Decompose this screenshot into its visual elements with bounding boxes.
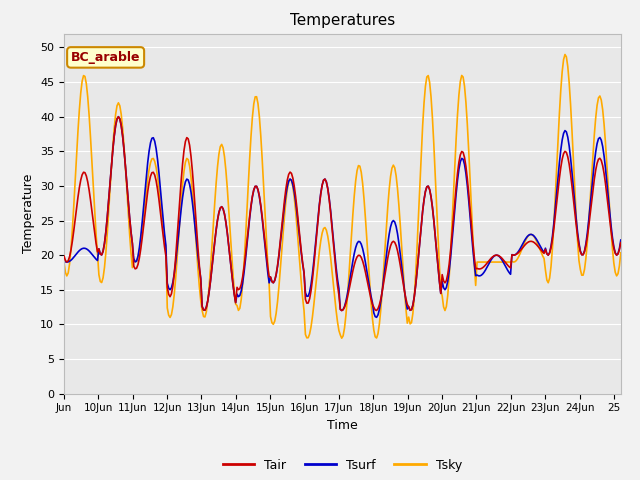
Tsurf — [468, 230, 476, 236]
Tair — [617, 240, 625, 246]
Tsurf — [60, 258, 68, 264]
Tsky — [241, 237, 249, 242]
Tsky — [281, 213, 289, 219]
Tsurf — [617, 237, 625, 243]
Tsky — [463, 121, 471, 127]
Line: Tsurf: Tsurf — [64, 117, 621, 317]
Tsky — [60, 260, 68, 265]
Tair — [465, 191, 472, 196]
Tsurf — [115, 114, 122, 120]
Tair — [129, 240, 136, 246]
Tsurf — [465, 197, 472, 203]
Tsky — [412, 271, 419, 277]
Tsky — [561, 52, 569, 58]
Tsky — [617, 250, 625, 256]
Tsky — [338, 336, 346, 341]
Tair — [115, 114, 122, 120]
Tair — [468, 223, 476, 229]
Y-axis label: Temperature: Temperature — [22, 174, 35, 253]
Line: Tsky: Tsky — [64, 55, 621, 338]
Tsurf — [372, 314, 380, 320]
Tsurf — [282, 192, 290, 198]
Tair — [338, 308, 346, 313]
Line: Tair: Tair — [64, 117, 621, 311]
Tsurf — [413, 269, 421, 275]
Tsurf — [243, 243, 251, 249]
Text: BC_arable: BC_arable — [71, 51, 140, 64]
X-axis label: Time: Time — [327, 419, 358, 432]
Tair — [60, 253, 68, 259]
Tair — [282, 186, 290, 192]
Legend: Tair, Tsurf, Tsky: Tair, Tsurf, Tsky — [218, 454, 467, 477]
Tair — [413, 269, 421, 275]
Tair — [243, 240, 251, 245]
Title: Temperatures: Temperatures — [290, 13, 395, 28]
Tsurf — [129, 240, 136, 246]
Tsky — [467, 177, 474, 182]
Tsky — [127, 250, 135, 255]
